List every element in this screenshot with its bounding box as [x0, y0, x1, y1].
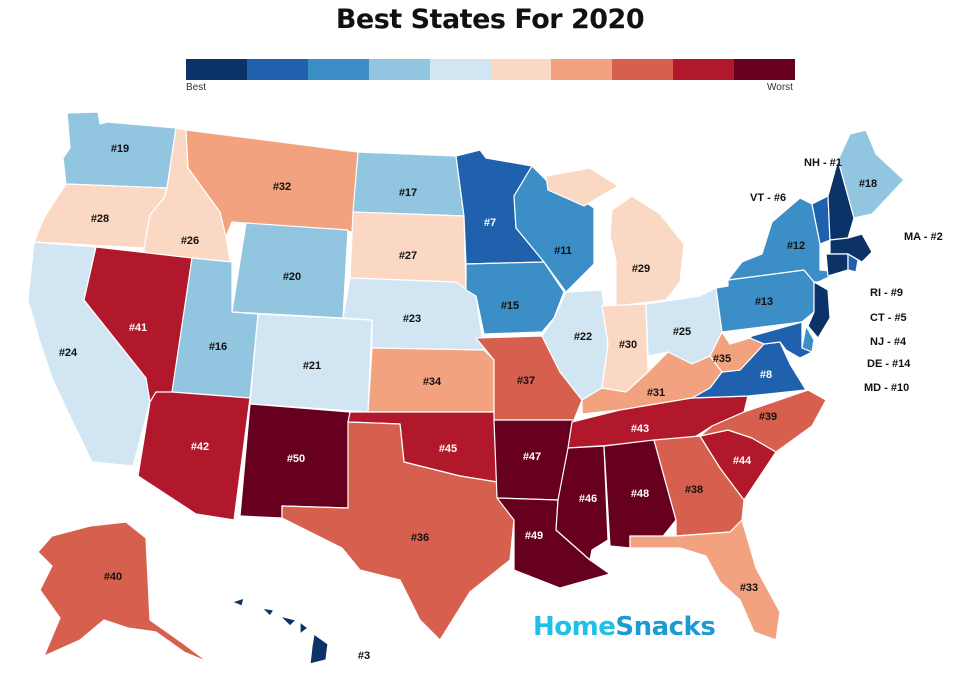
- state-hi[interactable]: [231, 597, 329, 665]
- legend-swatch-8: [612, 59, 674, 80]
- state-label-ky: #31: [647, 387, 665, 399]
- state-nc[interactable]: [699, 389, 827, 453]
- state-labels: #19 #28 #24 #26 #41 #32 #20 #16 #42 #21 #50 #17 #27 #…: [59, 143, 877, 662]
- callout-ri: RI - #9: [870, 287, 903, 299]
- state-label-nm: #50: [287, 453, 305, 465]
- callout-nj: NJ - #4: [870, 336, 907, 348]
- state-label-mi: #29: [632, 263, 650, 275]
- state-label-in: #30: [619, 339, 637, 351]
- state-label-ar: #47: [523, 451, 541, 463]
- state-label-tx: #36: [411, 532, 429, 544]
- state-label-az: #42: [191, 441, 209, 453]
- legend-swatch-3: [307, 59, 369, 80]
- state-label-al: #48: [631, 488, 649, 500]
- state-label-sd: #27: [399, 250, 417, 262]
- state-label-fl: #33: [740, 582, 758, 594]
- state-label-wy: #20: [283, 271, 301, 283]
- state-label-hi: #3: [358, 650, 370, 662]
- callout-nh: NH - #1: [804, 157, 842, 169]
- state-label-ca: #24: [59, 347, 78, 359]
- state-label-ny: #12: [787, 240, 805, 252]
- state-ia[interactable]: [465, 261, 565, 335]
- legend-swatch-6: [490, 59, 552, 80]
- state-label-ia: #15: [501, 300, 519, 312]
- state-nd[interactable]: [352, 151, 465, 217]
- state-ct[interactable]: [825, 253, 849, 277]
- callout-ct: CT - #5: [870, 312, 907, 324]
- state-label-ne: #23: [403, 313, 421, 325]
- legend-swatch-7: [551, 59, 613, 80]
- state-ri[interactable]: [847, 253, 859, 273]
- homesnacks-logo: HomeSnacks: [533, 612, 716, 642]
- legend-best-label: Best: [186, 82, 207, 93]
- callout-ma: MA - #2: [904, 231, 943, 243]
- state-az[interactable]: [137, 391, 251, 521]
- state-label-co: #21: [303, 360, 321, 372]
- callout-md: MD - #10: [864, 382, 909, 394]
- logo-part-home: Home: [533, 612, 616, 642]
- legend-swatch-4: [368, 59, 430, 80]
- state-label-wi: #11: [554, 245, 572, 257]
- state-me[interactable]: [837, 129, 905, 219]
- legend-swatch-9: [673, 59, 735, 80]
- state-label-ga: #38: [685, 484, 703, 496]
- state-label-nd: #17: [399, 187, 417, 199]
- state-label-va: #8: [760, 369, 772, 381]
- state-label-pa: #13: [755, 296, 773, 308]
- state-nj[interactable]: [807, 281, 831, 339]
- state-label-wa: #19: [111, 143, 129, 155]
- state-label-tn: #43: [631, 423, 649, 435]
- state-tx[interactable]: [281, 421, 515, 641]
- state-label-ak: #40: [104, 571, 122, 583]
- legend-swatch-2: [246, 59, 308, 80]
- state-label-wv: #35: [713, 353, 731, 365]
- state-nh[interactable]: [827, 159, 855, 241]
- legend-swatch-1: [186, 59, 247, 80]
- state-label-id: #26: [181, 235, 199, 247]
- northeast-callouts: NH - #1 VT - #6 MA - #2 RI - #9 CT - #5 …: [750, 157, 943, 394]
- state-ak[interactable]: [37, 521, 209, 663]
- color-legend: [186, 59, 796, 80]
- state-label-ms: #46: [579, 493, 597, 505]
- state-label-il: #22: [574, 331, 592, 343]
- legend-swatch-5: [429, 59, 491, 80]
- legend-worst-label: Worst: [767, 82, 793, 93]
- state-label-ut: #16: [209, 341, 227, 353]
- state-label-la: #49: [525, 530, 543, 542]
- state-label-ok: #45: [439, 443, 457, 455]
- state-label-or: #28: [91, 213, 109, 225]
- state-label-nc: #39: [759, 411, 777, 423]
- state-fl[interactable]: [629, 519, 781, 641]
- state-label-ks: #34: [423, 376, 442, 388]
- callout-vt: VT - #6: [750, 192, 786, 204]
- state-label-me: #18: [859, 178, 877, 190]
- state-label-oh: #25: [673, 326, 691, 338]
- state-label-mo: #37: [517, 375, 535, 387]
- state-label-sc: #44: [733, 455, 752, 467]
- callout-de: DE - #14: [867, 358, 911, 370]
- legend-swatch-10: [734, 59, 796, 80]
- map-title: Best States For 2020: [335, 4, 645, 35]
- state-label-mt: #32: [273, 181, 291, 193]
- state-mi[interactable]: [545, 167, 685, 307]
- state-label-mn: #7: [484, 217, 496, 229]
- state-md[interactable]: [749, 321, 813, 359]
- state-label-nv: #41: [129, 322, 147, 334]
- logo-part-snacks: Snacks: [615, 612, 716, 642]
